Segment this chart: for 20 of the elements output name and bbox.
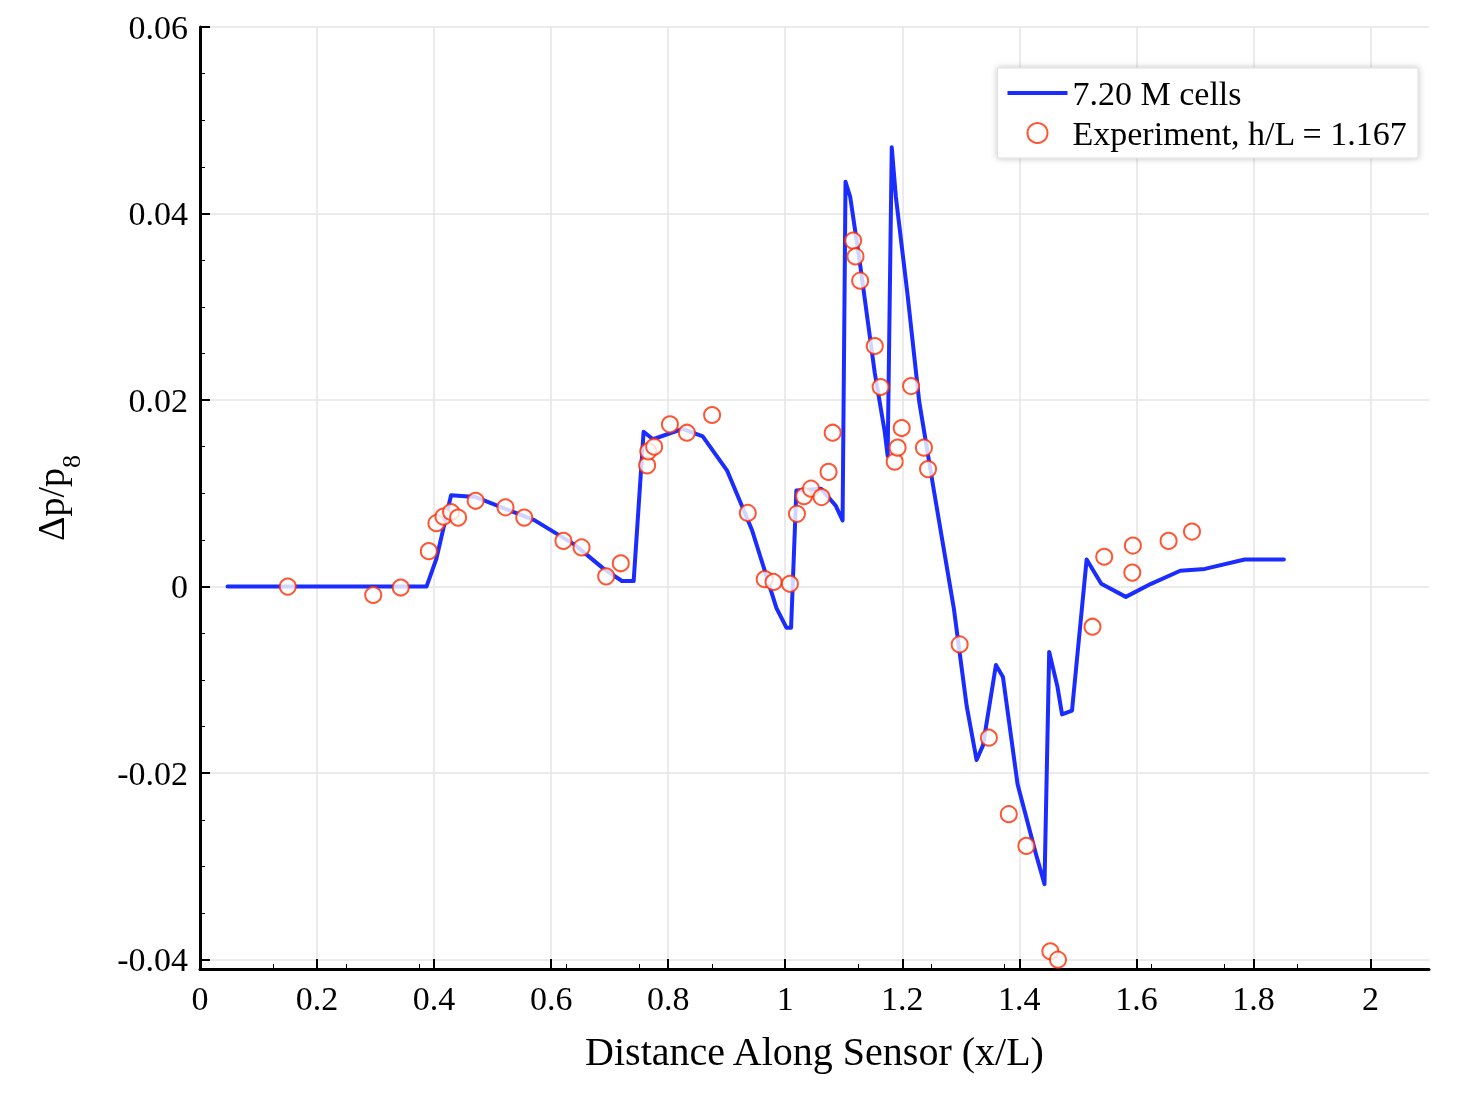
y-tick-label: -0.02 <box>117 754 188 792</box>
legend-label: 7.20 M cells <box>1072 74 1242 112</box>
x-tick-label: 2 <box>1361 979 1379 1017</box>
x-tick-label: 0.4 <box>412 979 456 1017</box>
legend-label: Experiment, h/L = 1.167 <box>1072 114 1407 152</box>
x-tick-label: 1.6 <box>1115 979 1158 1017</box>
x-axis-title: Distance Along Sensor (x/L) <box>585 1028 1044 1074</box>
y-tick-label: 0.02 <box>128 381 188 419</box>
x-tick-label: 0.6 <box>529 979 573 1017</box>
y-tick-label: 0.06 <box>128 8 188 46</box>
x-tick-label: 1 <box>776 979 794 1017</box>
x-tick-label: 0.2 <box>295 979 339 1017</box>
x-tick-label: 1.2 <box>881 979 924 1017</box>
y-tick-label: 0.04 <box>128 195 188 233</box>
y-axis-title: Δp/p8 <box>30 455 86 541</box>
x-tick-label: 1.8 <box>1232 979 1275 1017</box>
x-tick-label: 1.4 <box>998 979 1041 1017</box>
y-tick-label: 0 <box>171 568 188 606</box>
y-tick-label: -0.04 <box>117 941 188 979</box>
x-tick-label: 0.8 <box>646 979 690 1017</box>
